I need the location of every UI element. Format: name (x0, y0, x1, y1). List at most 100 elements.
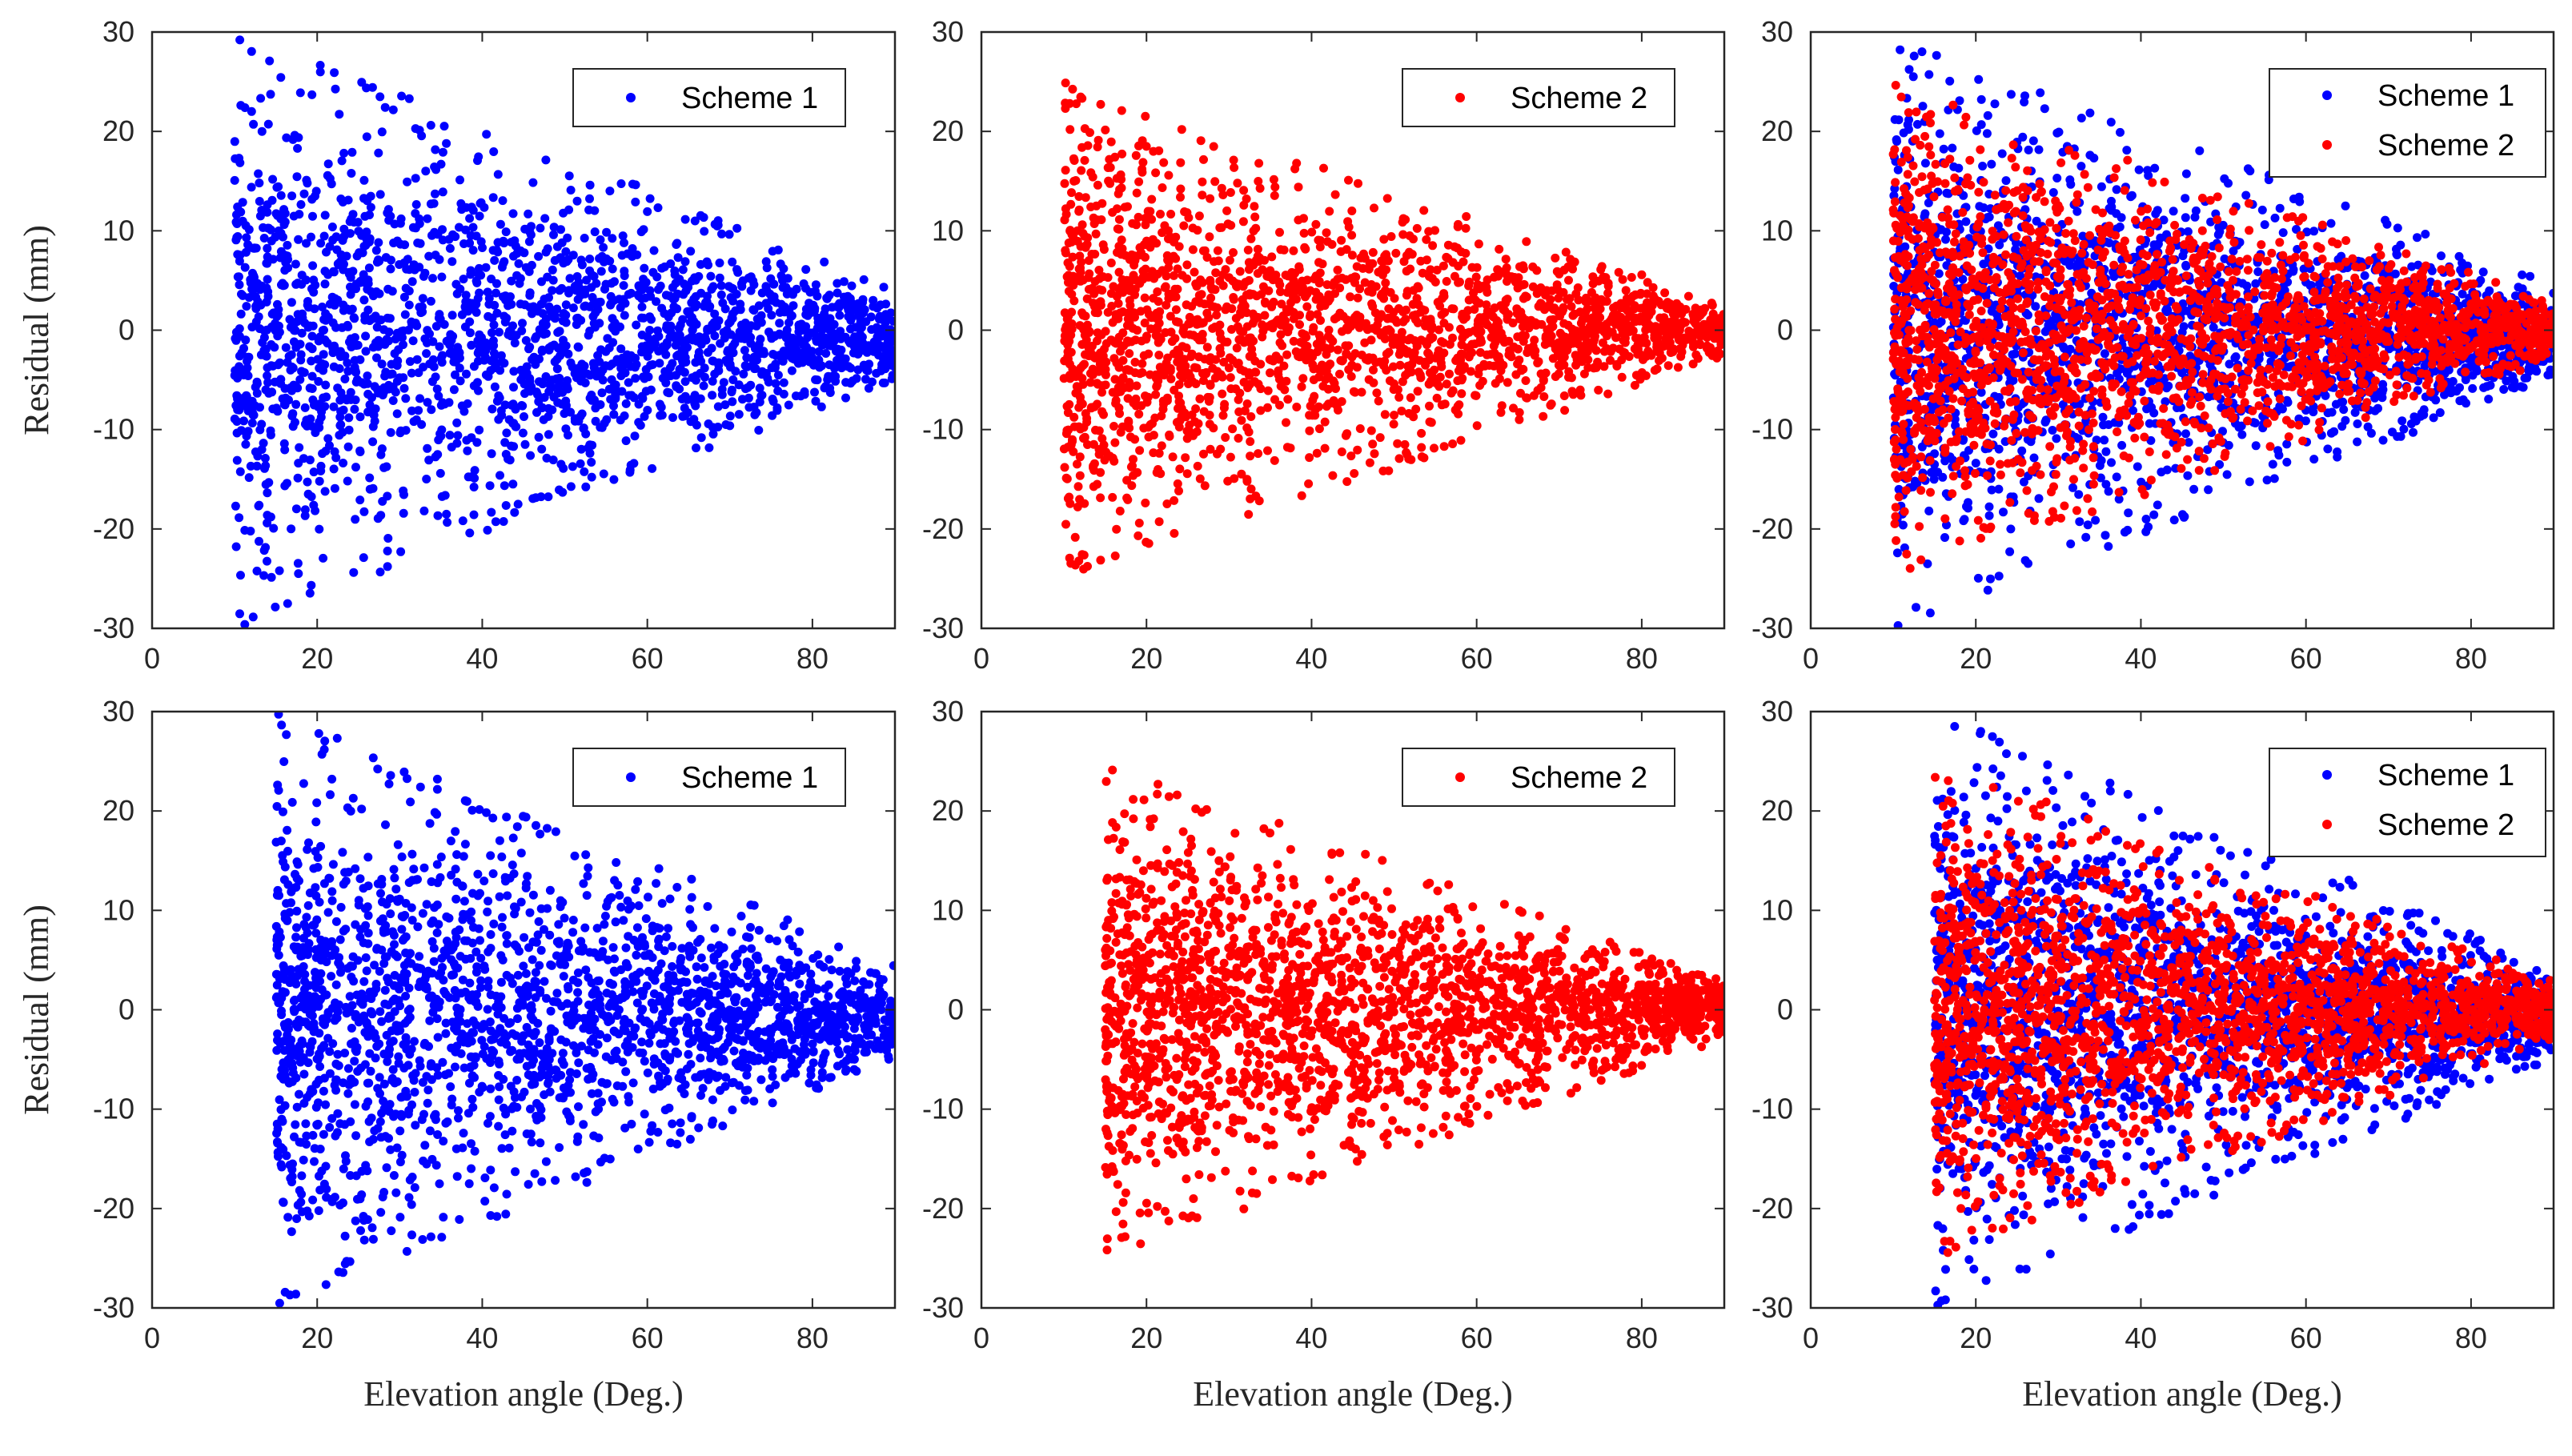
data-point (1618, 275, 1627, 284)
data-point (435, 342, 444, 351)
data-point (1346, 371, 1356, 381)
data-point (1254, 449, 1263, 459)
data-point (1564, 275, 1573, 285)
data-point (822, 294, 832, 303)
data-point (1125, 349, 1134, 359)
data-point (320, 279, 330, 289)
data-point (821, 349, 831, 358)
data-point (359, 194, 368, 203)
data-point (1228, 424, 1238, 434)
data-point (833, 279, 842, 288)
data-point (620, 238, 628, 247)
data-point (288, 422, 298, 431)
data-point (688, 276, 696, 286)
data-point (1234, 434, 1243, 443)
data-point (1067, 188, 1076, 198)
data-point (529, 352, 539, 362)
data-point (1438, 261, 1448, 271)
data-point (1631, 333, 1640, 343)
data-point (300, 403, 310, 412)
data-point (465, 528, 475, 538)
data-point (400, 310, 410, 319)
data-point (715, 273, 724, 283)
data-point (419, 506, 429, 515)
data-point (556, 225, 565, 235)
data-point (407, 277, 417, 287)
data-point (508, 209, 518, 219)
data-point (573, 342, 583, 351)
data-point (327, 223, 337, 231)
data-point (881, 331, 891, 341)
data-point (448, 230, 458, 239)
data-point (1528, 282, 1538, 291)
data-point (601, 361, 610, 371)
data-point (1366, 335, 1376, 345)
data-point (1707, 300, 1717, 310)
y-tick-label: 20 (102, 114, 134, 147)
data-point (1342, 245, 1351, 255)
data-point (283, 263, 293, 273)
data-point (734, 410, 744, 419)
data-point (339, 265, 348, 275)
data-point (713, 402, 723, 411)
data-point (1366, 426, 1376, 435)
data-point (1571, 351, 1580, 360)
data-point (1299, 228, 1309, 238)
data-point (572, 272, 582, 281)
data-point (442, 138, 451, 148)
data-point (566, 186, 576, 195)
data-point (603, 334, 612, 343)
data-point (239, 416, 248, 426)
data-point (683, 395, 692, 404)
data-point (1498, 333, 1507, 343)
data-point (717, 229, 726, 239)
data-point (770, 331, 780, 341)
data-point (315, 67, 325, 77)
data-point (593, 351, 603, 360)
data-point (451, 370, 459, 379)
data-point (1209, 142, 1218, 151)
data-point (1198, 330, 1207, 339)
data-point (1355, 284, 1365, 294)
data-point (235, 351, 244, 361)
data-point (525, 343, 535, 351)
data-point (573, 295, 583, 304)
data-point (1163, 353, 1173, 363)
data-point (1113, 314, 1123, 323)
data-point (280, 400, 290, 410)
data-point (528, 178, 538, 187)
data-point (359, 379, 369, 389)
data-point (1426, 333, 1435, 342)
data-point (339, 148, 349, 158)
data-point (246, 461, 255, 471)
data-point (1110, 152, 1120, 162)
data-point (387, 359, 396, 369)
data-point (281, 343, 291, 352)
data-point (1515, 407, 1524, 417)
data-point (1683, 291, 1693, 301)
data-point (602, 227, 612, 237)
data-point (284, 351, 294, 361)
data-point (1135, 446, 1145, 455)
data-point (1309, 364, 1318, 374)
data-point (1170, 292, 1179, 302)
data-point (811, 375, 821, 384)
data-point (1246, 494, 1255, 503)
data-point (640, 263, 649, 273)
data-point (404, 300, 414, 310)
data-point (371, 287, 381, 296)
data-point (700, 372, 709, 382)
data-point (1090, 308, 1100, 317)
data-point (1400, 439, 1410, 449)
y-tick-label: 10 (102, 214, 134, 247)
data-point (1140, 272, 1150, 282)
data-point (525, 387, 535, 396)
data-point (1138, 164, 1147, 174)
data-point (1205, 393, 1214, 402)
data-point (251, 243, 261, 253)
data-point (2181, 194, 2190, 203)
data-point (807, 347, 817, 356)
data-point (525, 288, 535, 298)
data-point (396, 547, 406, 556)
data-point (1199, 407, 1209, 416)
